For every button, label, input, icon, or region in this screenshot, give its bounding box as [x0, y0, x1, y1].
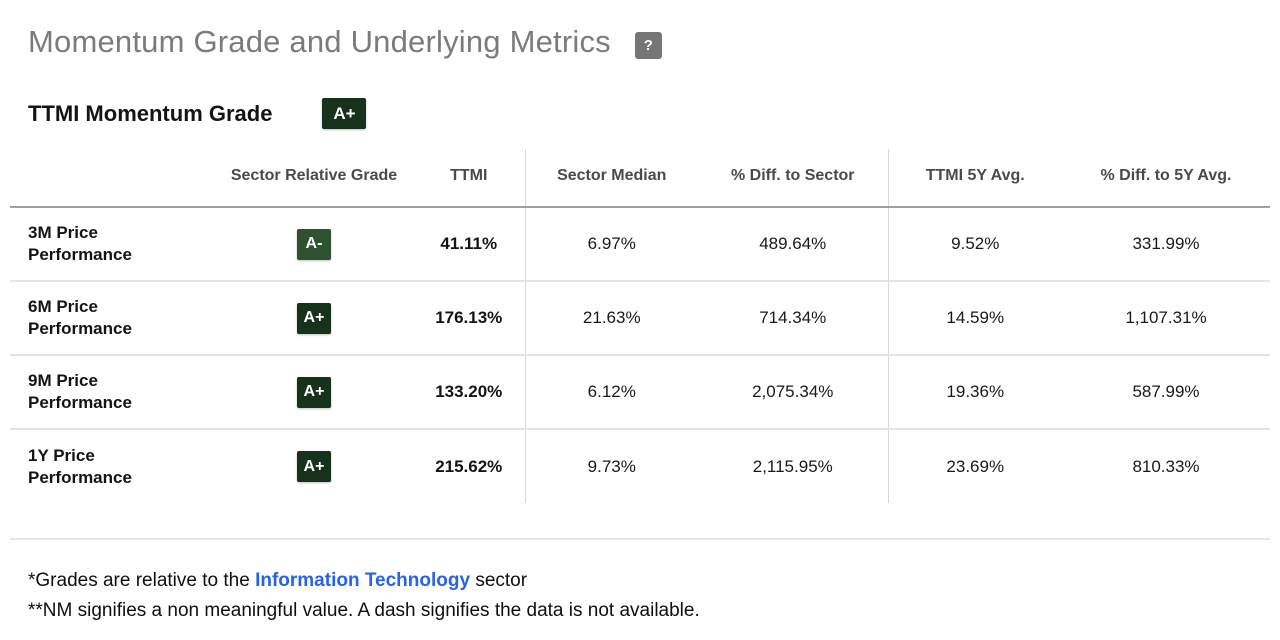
footnote-nm: **NM signifies a non meaningful value. A… [28, 600, 700, 621]
diff-to-sector-value: 714.34% [698, 281, 888, 356]
help-icon[interactable]: ? [634, 31, 662, 59]
ttmi-value: 133.20% [413, 355, 525, 430]
footnote-grades: *Grades are relative to the Information … [28, 566, 1270, 596]
metrics-table: Sector Relative Grade TTMI Sector Median… [10, 149, 1270, 503]
momentum-grade-section: Momentum Grade and Underlying Metrics ? … [10, 24, 1270, 626]
column-header-ttmi-5y-avg: TTMI 5Y Avg. [887, 149, 1062, 208]
table-row: 9M Price Performance A+ 133.20% 6.12% 2,… [10, 355, 1270, 430]
column-header-sector-median: Sector Median [524, 149, 698, 208]
footnote-grades-prefix: *Grades are relative to the [28, 570, 256, 591]
grade-badge: A+ [297, 451, 331, 482]
ttmi-5y-avg-value: 23.69% [887, 429, 1062, 503]
column-header-diff-to-sector: % Diff. to Sector [698, 149, 888, 208]
overall-grade-badge: A+ [322, 98, 367, 129]
row-label: 3M Price Performance [28, 223, 132, 264]
grade-badge: A+ [297, 302, 331, 334]
diff-to-5y-avg-value: 331.99% [1062, 207, 1270, 282]
footnotes: *Grades are relative to the Information … [10, 566, 1270, 626]
row-label: 6M Price Performance [28, 297, 132, 338]
section-divider [10, 538, 1270, 540]
column-header-sector-relative-grade: Sector Relative Grade [215, 149, 413, 208]
momentum-grade-heading-row: TTMI Momentum Grade A+ [10, 98, 1270, 129]
ttmi-5y-avg-value: 9.52% [887, 207, 1062, 282]
diff-to-5y-avg-value: 1,107.31% [1062, 281, 1270, 356]
column-header-ttmi: TTMI [413, 149, 525, 208]
header-row: Sector Relative Grade TTMI Sector Median… [10, 149, 1270, 208]
page-title: Momentum Grade and Underlying Metrics [28, 24, 611, 59]
row-label: 1Y Price Performance [28, 445, 132, 487]
column-header-diff-to-5y-avg: % Diff. to 5Y Avg. [1062, 149, 1270, 208]
ttmi-value: 41.11% [413, 207, 525, 282]
sector-median-value: 6.12% [524, 355, 698, 430]
row-label: 9M Price Performance [28, 371, 132, 412]
ttmi-5y-avg-value: 14.59% [887, 281, 1062, 356]
ttmi-value: 176.13% [413, 281, 525, 356]
diff-to-5y-avg-value: 810.33% [1132, 456, 1200, 476]
table-row: 3M Price Performance A- 41.11% 6.97% 489… [10, 207, 1270, 282]
ttmi-value: 215.62% [435, 456, 503, 476]
diff-to-5y-avg-value: 587.99% [1062, 355, 1270, 430]
sector-median-value: 9.73% [524, 429, 698, 503]
section-header: Momentum Grade and Underlying Metrics ? [10, 24, 1270, 60]
table-row: 6M Price Performance A+ 176.13% 21.63% 7… [10, 281, 1270, 356]
grade-badge: A- [297, 228, 331, 260]
grade-badge: A+ [297, 376, 331, 408]
sector-median-value: 6.97% [524, 207, 698, 282]
sector-link[interactable]: Information Technology [255, 570, 471, 591]
ttmi-5y-avg-value: 19.36% [887, 355, 1062, 430]
sector-median-value: 21.63% [524, 281, 698, 356]
momentum-grade-heading: TTMI Momentum Grade [28, 100, 273, 126]
diff-to-sector-value: 2,115.95% [752, 456, 833, 476]
column-header-blank [10, 149, 215, 208]
footnote-grades-suffix: sector [470, 570, 528, 591]
table-row: 1Y Price Performance A+ 215.62% 9.73% 2,… [10, 429, 1270, 503]
diff-to-sector-value: 489.64% [698, 207, 888, 282]
diff-to-sector-value: 2,075.34% [698, 355, 888, 430]
